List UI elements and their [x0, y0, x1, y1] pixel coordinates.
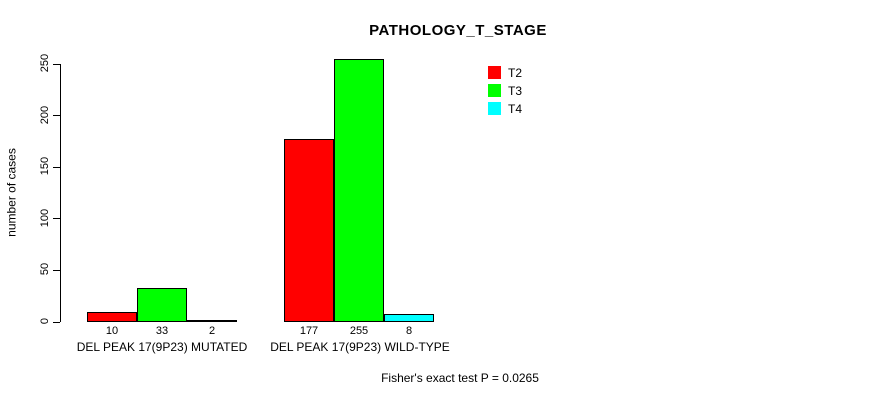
stat-test-annotation: Fisher's exact test P = 0.0265 [381, 371, 539, 385]
y-tick-mark [53, 269, 60, 271]
legend-label-t4: T4 [508, 101, 523, 116]
y-tick-mark [53, 218, 60, 220]
bar-value-label: 33 [155, 325, 169, 337]
y-tick-label: 150 [39, 157, 51, 176]
y-tick-mark [53, 63, 60, 65]
bar-value-label: 10 [105, 325, 119, 337]
legend-label-t3: T3 [508, 83, 523, 98]
chart-title: PATHOLOGY_T_STAGE [369, 22, 547, 39]
legend-row-t3: T3 [488, 82, 522, 99]
y-axis-line [60, 64, 61, 322]
x-category-label-wild-type: DEL PEAK 17(9P23) WILD-TYPE [270, 340, 450, 354]
bar-t3-group1 [137, 288, 187, 322]
y-axis-title: number of cases [4, 148, 19, 237]
legend-label-t2: T2 [508, 65, 523, 80]
bar-t2-group2 [284, 139, 334, 322]
y-tick-label: 50 [39, 263, 51, 276]
bar-value-label: 2 [208, 325, 216, 337]
legend: T2 T3 T4 [488, 64, 522, 118]
bar-t2-group1 [87, 312, 137, 322]
bar-t3-group2 [334, 59, 384, 322]
y-tick-mark [53, 166, 60, 168]
bar-value-label: 8 [405, 325, 413, 337]
y-tick-mark [53, 115, 60, 117]
bar-t4-group1 [187, 320, 237, 322]
y-tick-label: 250 [39, 53, 51, 73]
x-category-label-mutated: DEL PEAK 17(9P23) MUTATED [76, 340, 248, 354]
y-tick-mark [53, 321, 60, 323]
y-tick-label: 200 [39, 105, 51, 124]
y-tick-label: 0 [39, 317, 51, 325]
legend-row-t2: T2 [488, 64, 522, 81]
legend-swatch-t4 [488, 102, 501, 115]
bar-value-label: 177 [299, 325, 319, 337]
legend-swatch-t3 [488, 84, 501, 97]
y-tick-label: 100 [39, 208, 51, 227]
legend-row-t4: T4 [488, 100, 522, 117]
bar-value-label: 255 [349, 325, 369, 337]
legend-swatch-t2 [488, 66, 501, 79]
bar-t4-group2 [384, 314, 434, 322]
